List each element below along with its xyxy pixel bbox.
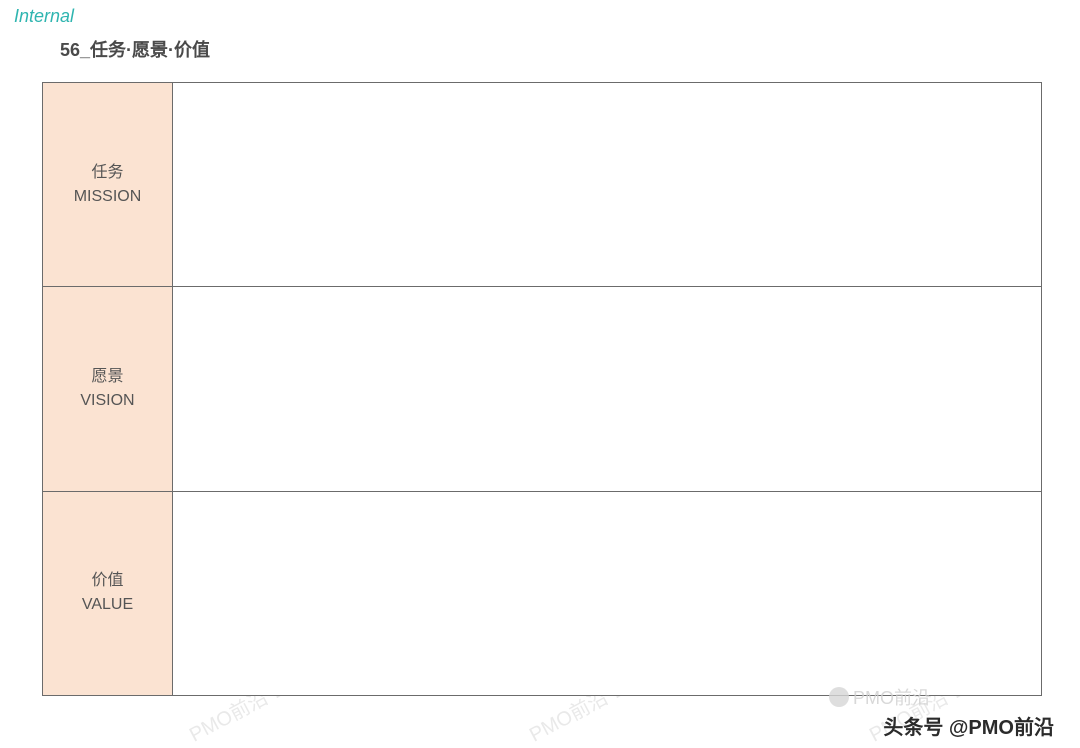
row-content-vision: [173, 287, 1042, 491]
page-title: 56_任务·愿景·价值: [60, 36, 210, 62]
watermark-text: PMO前沿 公众号：: [0, 642, 8, 748]
watermark-text: PMO前沿 公众号：: [0, 262, 8, 368]
wechat-icon: [829, 687, 849, 707]
table-row: 价值 VALUE: [43, 491, 1042, 695]
wechat-label: PMO前沿: [853, 684, 930, 710]
watermark-text: PMO前沿 公众号：: [0, 452, 8, 558]
watermark-text: PMO前沿 公众号：: [0, 72, 8, 178]
wechat-badge: PMO前沿: [829, 684, 930, 710]
label-cn: 价值: [43, 569, 172, 593]
row-label-value: 价值 VALUE: [43, 491, 173, 695]
label-en: VALUE: [43, 593, 172, 617]
mvv-table: 任务 MISSION 愿景 VISION 价值 VALUE: [42, 82, 1042, 696]
row-label-vision: 愿景 VISION: [43, 287, 173, 491]
row-label-mission: 任务 MISSION: [43, 83, 173, 287]
row-content-value: [173, 491, 1042, 695]
label-en: VISION: [43, 389, 172, 413]
label-en: MISSION: [43, 185, 172, 209]
row-content-mission: [173, 83, 1042, 287]
footer-credit: 头条号 @PMO前沿: [883, 711, 1054, 740]
table-row: 任务 MISSION: [43, 83, 1042, 287]
mvv-table-container: 任务 MISSION 愿景 VISION 价值 VALUE: [42, 82, 1042, 696]
table-row: 愿景 VISION: [43, 287, 1042, 491]
label-cn: 愿景: [43, 365, 172, 389]
classification-label: Internal: [14, 6, 74, 27]
label-cn: 任务: [43, 161, 172, 185]
